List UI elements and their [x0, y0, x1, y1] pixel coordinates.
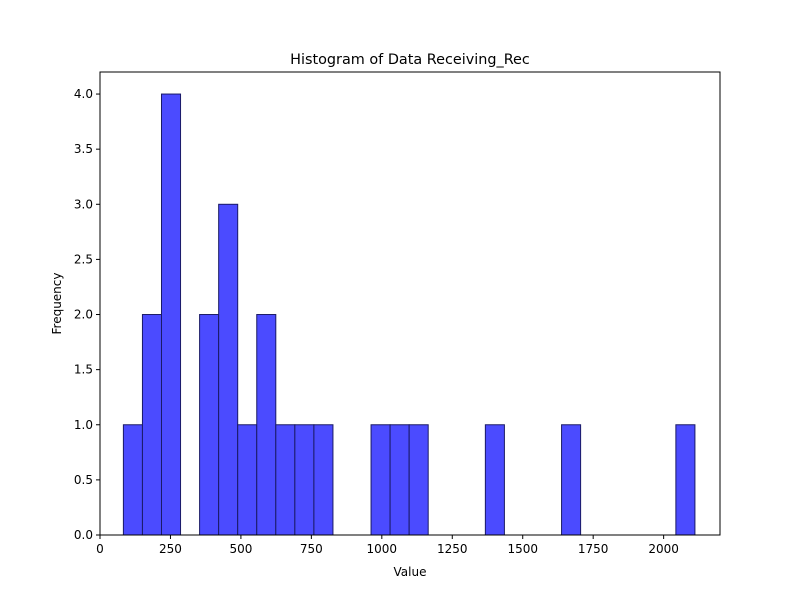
x-tick-label: 1750 [578, 542, 609, 556]
y-tick-label: 2.0 [74, 308, 93, 322]
histogram-bar [237, 424, 258, 536]
histogram-bar [256, 314, 277, 536]
x-axis-ticks: 0 250 500 750 1000 1250 1500 1750 2000 [96, 535, 679, 556]
histogram-bar [160, 93, 182, 536]
x-tick-label: 250 [159, 542, 182, 556]
chart-title: Histogram of Data Receiving_Rec [290, 52, 530, 68]
histogram-bar [561, 424, 582, 536]
x-tick-label: 0 [96, 542, 104, 556]
histogram-bar [199, 314, 220, 536]
y-tick-label: 4.0 [74, 87, 93, 101]
histogram-bar [275, 424, 296, 536]
y-tick-label: 1.5 [74, 363, 93, 377]
y-tick-label: 2.5 [74, 252, 93, 266]
plot-area-frame [99, 71, 721, 536]
y-tick-label: 1.0 [74, 418, 93, 432]
x-tick-label: 1500 [507, 542, 538, 556]
histogram-bar [675, 424, 696, 536]
histogram-bar [389, 424, 410, 536]
histogram-bar [370, 424, 391, 536]
histogram-bar [218, 203, 239, 536]
x-tick-label: 1000 [367, 542, 398, 556]
histogram-bar [294, 424, 315, 536]
histogram-bar [122, 424, 143, 536]
x-tick-label: 2000 [648, 542, 679, 556]
y-axis-label: Frequency [50, 273, 64, 335]
x-tick-label: 750 [300, 542, 323, 556]
x-tick-label: 500 [229, 542, 252, 556]
bars-group [122, 93, 696, 536]
histogram-bar [313, 424, 334, 536]
y-tick-label: 0.5 [74, 473, 93, 487]
y-tick-label: 3.5 [74, 142, 93, 156]
y-axis-ticks: 0.0 0.5 1.0 1.5 2.0 2.5 3.0 3.5 4.0 [74, 87, 100, 542]
x-tick-label: 1250 [437, 542, 468, 556]
histogram-bar [408, 424, 429, 536]
x-axis-label: Value [394, 565, 427, 579]
y-tick-label: 3.0 [74, 197, 93, 211]
y-tick-label: 0.0 [74, 528, 93, 542]
histogram-bar [141, 314, 162, 536]
histogram-bar [484, 424, 505, 536]
